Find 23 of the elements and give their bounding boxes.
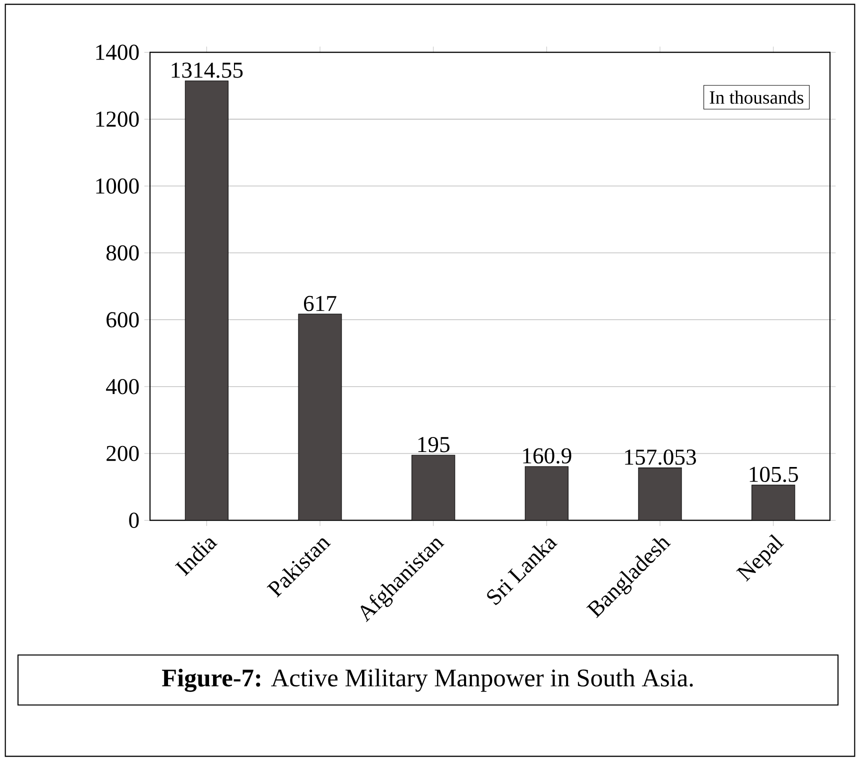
bar [524,466,568,520]
data-label: 195 [418,436,450,452]
data-label: 1314.55 [172,62,243,78]
x-tick-label: India [174,538,218,576]
y-tick-label: 0 [129,512,139,528]
y-tick-label: 1200 [96,112,139,127]
y-tick-label: 600 [106,312,139,328]
y-tick-label: 1000 [96,178,139,194]
data-label: 157.053 [625,449,696,465]
y-tick-label: 200 [106,446,139,462]
annotation: In thousands [710,90,804,104]
bar [638,468,682,520]
bar [298,314,342,520]
bar [184,80,228,520]
y-tick-label: 800 [106,245,139,261]
data-label: 105.5 [750,466,798,482]
bar [412,454,456,520]
y-tick-label: 1400 [96,44,139,60]
y-tick-label: 400 [106,378,139,394]
data-label: 617 [304,296,336,312]
text: Figure-7: Active Military Manpower in South Asia. [162,668,693,692]
bar [752,484,796,520]
data-label: 160.9 [523,448,572,464]
